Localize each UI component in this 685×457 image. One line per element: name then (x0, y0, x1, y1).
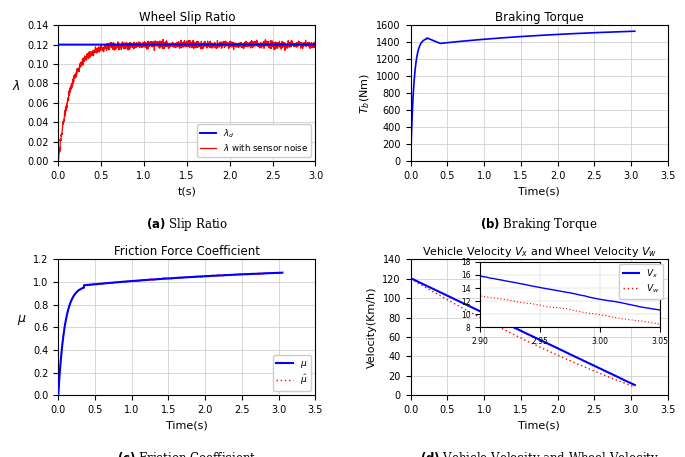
Y-axis label: $\lambda$: $\lambda$ (12, 79, 21, 93)
Y-axis label: $\mu$: $\mu$ (17, 313, 27, 327)
$\hat{\mu}$ (79, 285, 88, 291)
X-axis label: Time(s): Time(s) (519, 186, 560, 197)
$V_x$ (626, 380, 634, 386)
$\mu$ (140, 277, 148, 283)
Legend: $V_x$, $V_w$: $V_x$, $V_w$ (619, 264, 663, 299)
$\hat{\mu}$ (140, 277, 148, 283)
$V_x$ (493, 316, 501, 322)
$V_x$ (631, 382, 639, 388)
Legend: $\lambda_d$, $\lambda$ with sensor noise: $\lambda_d$, $\lambda$ with sensor noise (197, 124, 311, 157)
$V_x$ (602, 369, 610, 374)
$\lambda$ with sensor noise (54, 159, 62, 164)
$\lambda$ with sensor noise (159, 37, 167, 42)
$\lambda$ with sensor noise (153, 42, 161, 48)
$V_x$ (432, 287, 440, 293)
$V_w$ (406, 276, 414, 282)
$\lambda_d$ (153, 42, 161, 48)
$\hat{\mu}$ (250, 271, 258, 276)
Title: Vehicle Velocity $V_x$ and Wheel Velocity $V_w$: Vehicle Velocity $V_x$ and Wheel Velocit… (422, 245, 657, 259)
$\mu$ (93, 282, 101, 287)
$V_w$ (432, 291, 440, 296)
$\hat{\mu}$ (277, 270, 286, 275)
$\lambda$ with sensor noise (164, 43, 172, 48)
Text: $\mathbf{(a)}$ Slip Ratio: $\mathbf{(a)}$ Slip Ratio (146, 216, 228, 233)
$\mu$ (79, 285, 88, 290)
X-axis label: t(s): t(s) (177, 186, 197, 197)
$V_w$ (631, 384, 639, 390)
$\hat{\mu}$ (54, 392, 62, 398)
$\mu$ (250, 271, 258, 276)
$\mu$ (274, 270, 282, 276)
Title: Friction Force Coefficient: Friction Force Coefficient (114, 245, 260, 258)
Line: $\mu$: $\mu$ (58, 273, 282, 395)
$\lambda_d$ (84, 42, 92, 48)
$\lambda$ with sensor noise (84, 53, 92, 58)
Text: $\mathbf{(d)}$ Vehicle Velocity and Wheel Velocity: $\mathbf{(d)}$ Vehicle Velocity and Whee… (420, 450, 659, 457)
Text: $\mathbf{(c)}$ Friction Coefficient: $\mathbf{(c)}$ Friction Coefficient (117, 450, 256, 457)
$V_w$ (626, 383, 634, 388)
$\lambda_d$ (164, 42, 172, 48)
$\lambda_d$ (54, 42, 62, 48)
$V_w$ (445, 298, 453, 303)
$\mu$ (278, 270, 286, 276)
Line: $V_x$: $V_x$ (410, 278, 635, 385)
Y-axis label: Velocity(Km/h): Velocity(Km/h) (367, 287, 377, 368)
Legend: $\mu$, $\hat{\mu}$: $\mu$, $\hat{\mu}$ (273, 355, 311, 391)
$\mu$ (150, 276, 158, 282)
$\hat{\mu}$ (278, 270, 286, 276)
$\lambda$ with sensor noise (306, 40, 314, 46)
$\lambda_d$ (306, 42, 314, 48)
Y-axis label: $T_b$(Nm): $T_b$(Nm) (358, 73, 372, 114)
$\mu$ (54, 393, 62, 398)
$V_w$ (602, 373, 610, 379)
$\lambda_d$ (99, 42, 107, 48)
$\hat{\mu}$ (150, 276, 158, 282)
Line: $\hat{\mu}$: $\hat{\mu}$ (58, 272, 282, 395)
$V_w$ (493, 323, 501, 329)
$\lambda$ with sensor noise (279, 41, 287, 46)
$\hat{\mu}$ (274, 270, 282, 276)
$V_x$ (502, 321, 510, 326)
X-axis label: Time(s): Time(s) (166, 420, 208, 430)
Line: $\lambda$ with sensor noise: $\lambda$ with sensor noise (58, 39, 316, 161)
Title: Braking Torque: Braking Torque (495, 11, 584, 24)
$\lambda$ with sensor noise (312, 38, 320, 44)
$V_x$ (445, 294, 453, 299)
$\lambda_d$ (312, 42, 320, 48)
$\lambda_d$ (279, 42, 287, 48)
$V_w$ (502, 328, 510, 334)
$\hat{\mu}$ (93, 282, 101, 287)
Line: $V_w$: $V_w$ (410, 279, 635, 387)
Title: Wheel Slip Ratio: Wheel Slip Ratio (138, 11, 235, 24)
$\lambda$ with sensor noise (99, 45, 107, 50)
Text: $\mathbf{(b)}$ Braking Torque: $\mathbf{(b)}$ Braking Torque (480, 216, 598, 233)
X-axis label: Time(s): Time(s) (519, 420, 560, 430)
$V_x$ (406, 276, 414, 281)
